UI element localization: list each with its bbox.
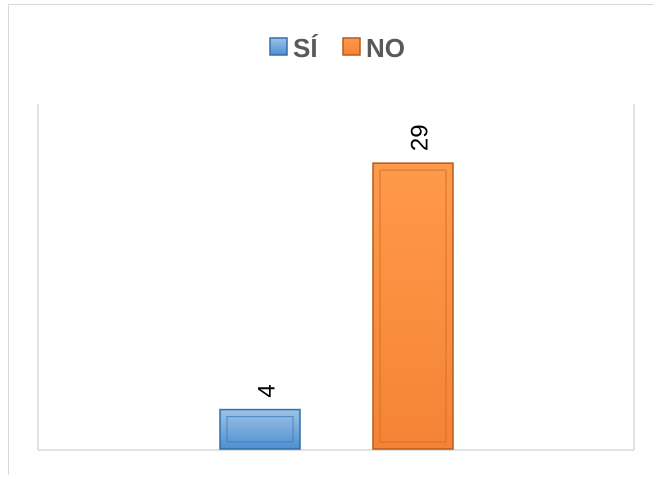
bar-bevel-no xyxy=(379,169,447,443)
bar-bevel-si xyxy=(226,416,294,443)
data-label-si: 4 xyxy=(253,384,280,397)
legend-swatch-no xyxy=(342,37,361,56)
legend-swatch-si xyxy=(269,37,288,56)
chart-frame xyxy=(8,4,654,475)
bar-no xyxy=(372,162,454,450)
bar-si xyxy=(219,408,301,450)
bar-group-no: 29 xyxy=(372,124,454,450)
legend-label-si: SÍ xyxy=(293,33,318,63)
legend-item-si: SÍ xyxy=(269,33,318,63)
legend: SÍ NO xyxy=(269,33,405,63)
bar-group-si: 4 xyxy=(219,384,301,450)
data-label-no: 29 xyxy=(406,124,433,151)
legend-item-no: NO xyxy=(342,33,405,63)
legend-label-no: NO xyxy=(366,33,405,63)
